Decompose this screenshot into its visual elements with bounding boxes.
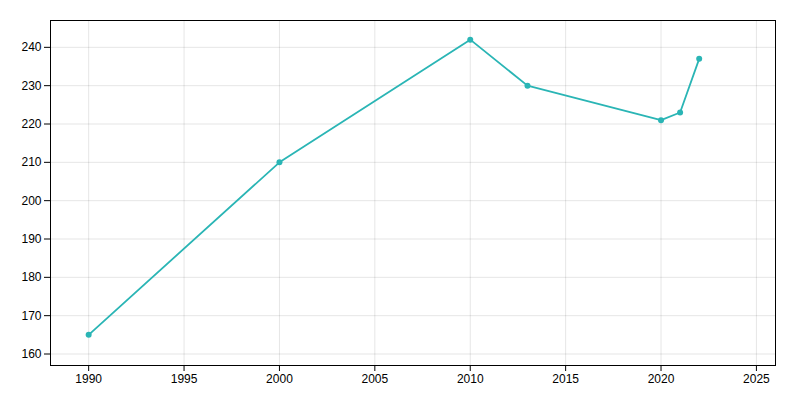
svg-text:190: 190 xyxy=(21,232,41,246)
svg-text:1995: 1995 xyxy=(171,372,198,386)
svg-text:240: 240 xyxy=(21,40,41,54)
svg-text:2020: 2020 xyxy=(648,372,675,386)
svg-text:1990: 1990 xyxy=(75,372,102,386)
svg-text:2000: 2000 xyxy=(266,372,293,386)
svg-text:2005: 2005 xyxy=(361,372,388,386)
svg-text:2015: 2015 xyxy=(552,372,579,386)
svg-text:210: 210 xyxy=(21,155,41,169)
svg-text:230: 230 xyxy=(21,79,41,93)
svg-text:2025: 2025 xyxy=(743,372,770,386)
svg-text:160: 160 xyxy=(21,347,41,361)
svg-text:2010: 2010 xyxy=(457,372,484,386)
svg-text:220: 220 xyxy=(21,117,41,131)
svg-text:180: 180 xyxy=(21,270,41,284)
svg-text:170: 170 xyxy=(21,309,41,323)
svg-text:200: 200 xyxy=(21,194,41,208)
